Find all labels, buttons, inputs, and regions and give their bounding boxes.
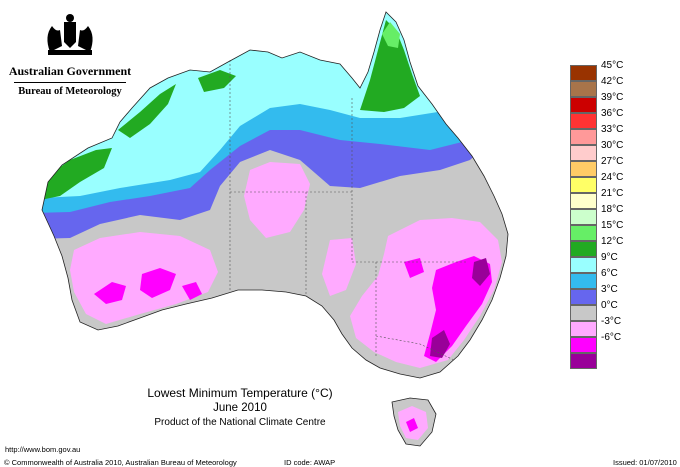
legend-item: 3°C [567,284,618,305]
legend-swatch [570,65,597,81]
bom-url-link[interactable]: http://www.bom.gov.au [5,445,81,454]
legend-label: 3°C [601,284,618,295]
legend-label: 24°C [601,172,624,183]
legend-label: 12°C [601,236,624,247]
coat-of-arms-icon [47,14,93,55]
legend-swatch [570,273,597,289]
copyright-text: © Commonwealth of Australia 2010, Austra… [4,458,237,467]
legend-swatch [570,161,597,177]
government-name: Australian Government [8,64,132,78]
state-borders [229,60,466,361]
legend-swatch [570,81,597,97]
tasmania [391,397,437,447]
legend-item: -6°C [567,332,621,353]
bom-logo: Australian Government Bureau of Meteorol… [6,8,134,98]
legend-swatch [570,193,597,209]
legend-item: 36°C [567,108,623,129]
legend-swatch [570,129,597,145]
legend-swatch [570,289,597,305]
legend-item: 30°C [567,140,623,161]
map-title-block: Lowest Minimum Temperature (°C) June 201… [80,386,400,430]
legend-item: 15°C [567,220,623,241]
legend-item: 27°C [567,156,623,177]
legend-swatch [570,257,597,273]
legend-swatch [570,209,597,225]
temperature-legend: 45°C 42°C 39°C 36°C 33°C 30°C 27°C 24°C 21°C 18°C… [567,60,623,369]
legend-label: 6°C [601,268,618,279]
map-period: June 2010 [213,402,267,414]
legend-item: -3°C [567,316,621,337]
legend-item: 6°C [567,268,618,289]
id-code: ID code: AWAP [284,458,336,467]
legend-swatch [570,145,597,161]
legend-label: 18°C [601,204,624,215]
legend-swatch [570,305,597,321]
legend-label: 21°C [601,188,624,199]
issued-date: Issued: 01/07/2010 [613,458,677,467]
legend-item: 42°C [567,76,623,97]
legend-swatch [570,113,597,129]
legend-label: 15°C [601,220,624,231]
legend-label: 30°C [601,140,624,151]
legend-swatch [570,321,597,337]
legend-item: 45°C [567,60,623,81]
bureau-name: Bureau of Meteorology [18,86,122,97]
legend-label: 39°C [601,92,624,103]
legend-label: 42°C [601,76,624,87]
legend-item: 18°C [567,204,623,225]
legend-label: 27°C [601,156,624,167]
logo-divider [14,82,126,83]
legend-item: 0°C [567,300,618,321]
legend-swatch [570,241,597,257]
map-credit: Product of the National Climate Centre [154,417,326,428]
footer: © Commonwealth of Australia 2010, Austra… [0,458,680,467]
legend-item: 21°C [567,188,623,209]
legend-label: 9°C [601,252,618,263]
legend-swatch [570,225,597,241]
legend-item: 24°C [567,172,623,193]
legend-swatch [570,337,597,353]
legend-item: 39°C [567,92,623,113]
legend-label: 36°C [601,108,624,119]
legend-label: -6°C [601,332,622,343]
map-title: Lowest Minimum Temperature (°C) [147,386,333,400]
legend-item: 33°C [567,124,623,145]
legend-item [567,353,611,369]
legend-label: 33°C [601,124,624,135]
legend-item: 9°C [567,252,618,273]
mainland [42,12,508,378]
coastline [41,11,509,379]
legend-label: -3°C [601,316,622,327]
legend-swatch [570,177,597,193]
legend-swatch [570,353,597,369]
legend-label: 45°C [601,60,624,71]
legend-label: 0°C [601,300,618,311]
legend-swatch [570,97,597,113]
legend-item: 12°C [567,236,623,257]
